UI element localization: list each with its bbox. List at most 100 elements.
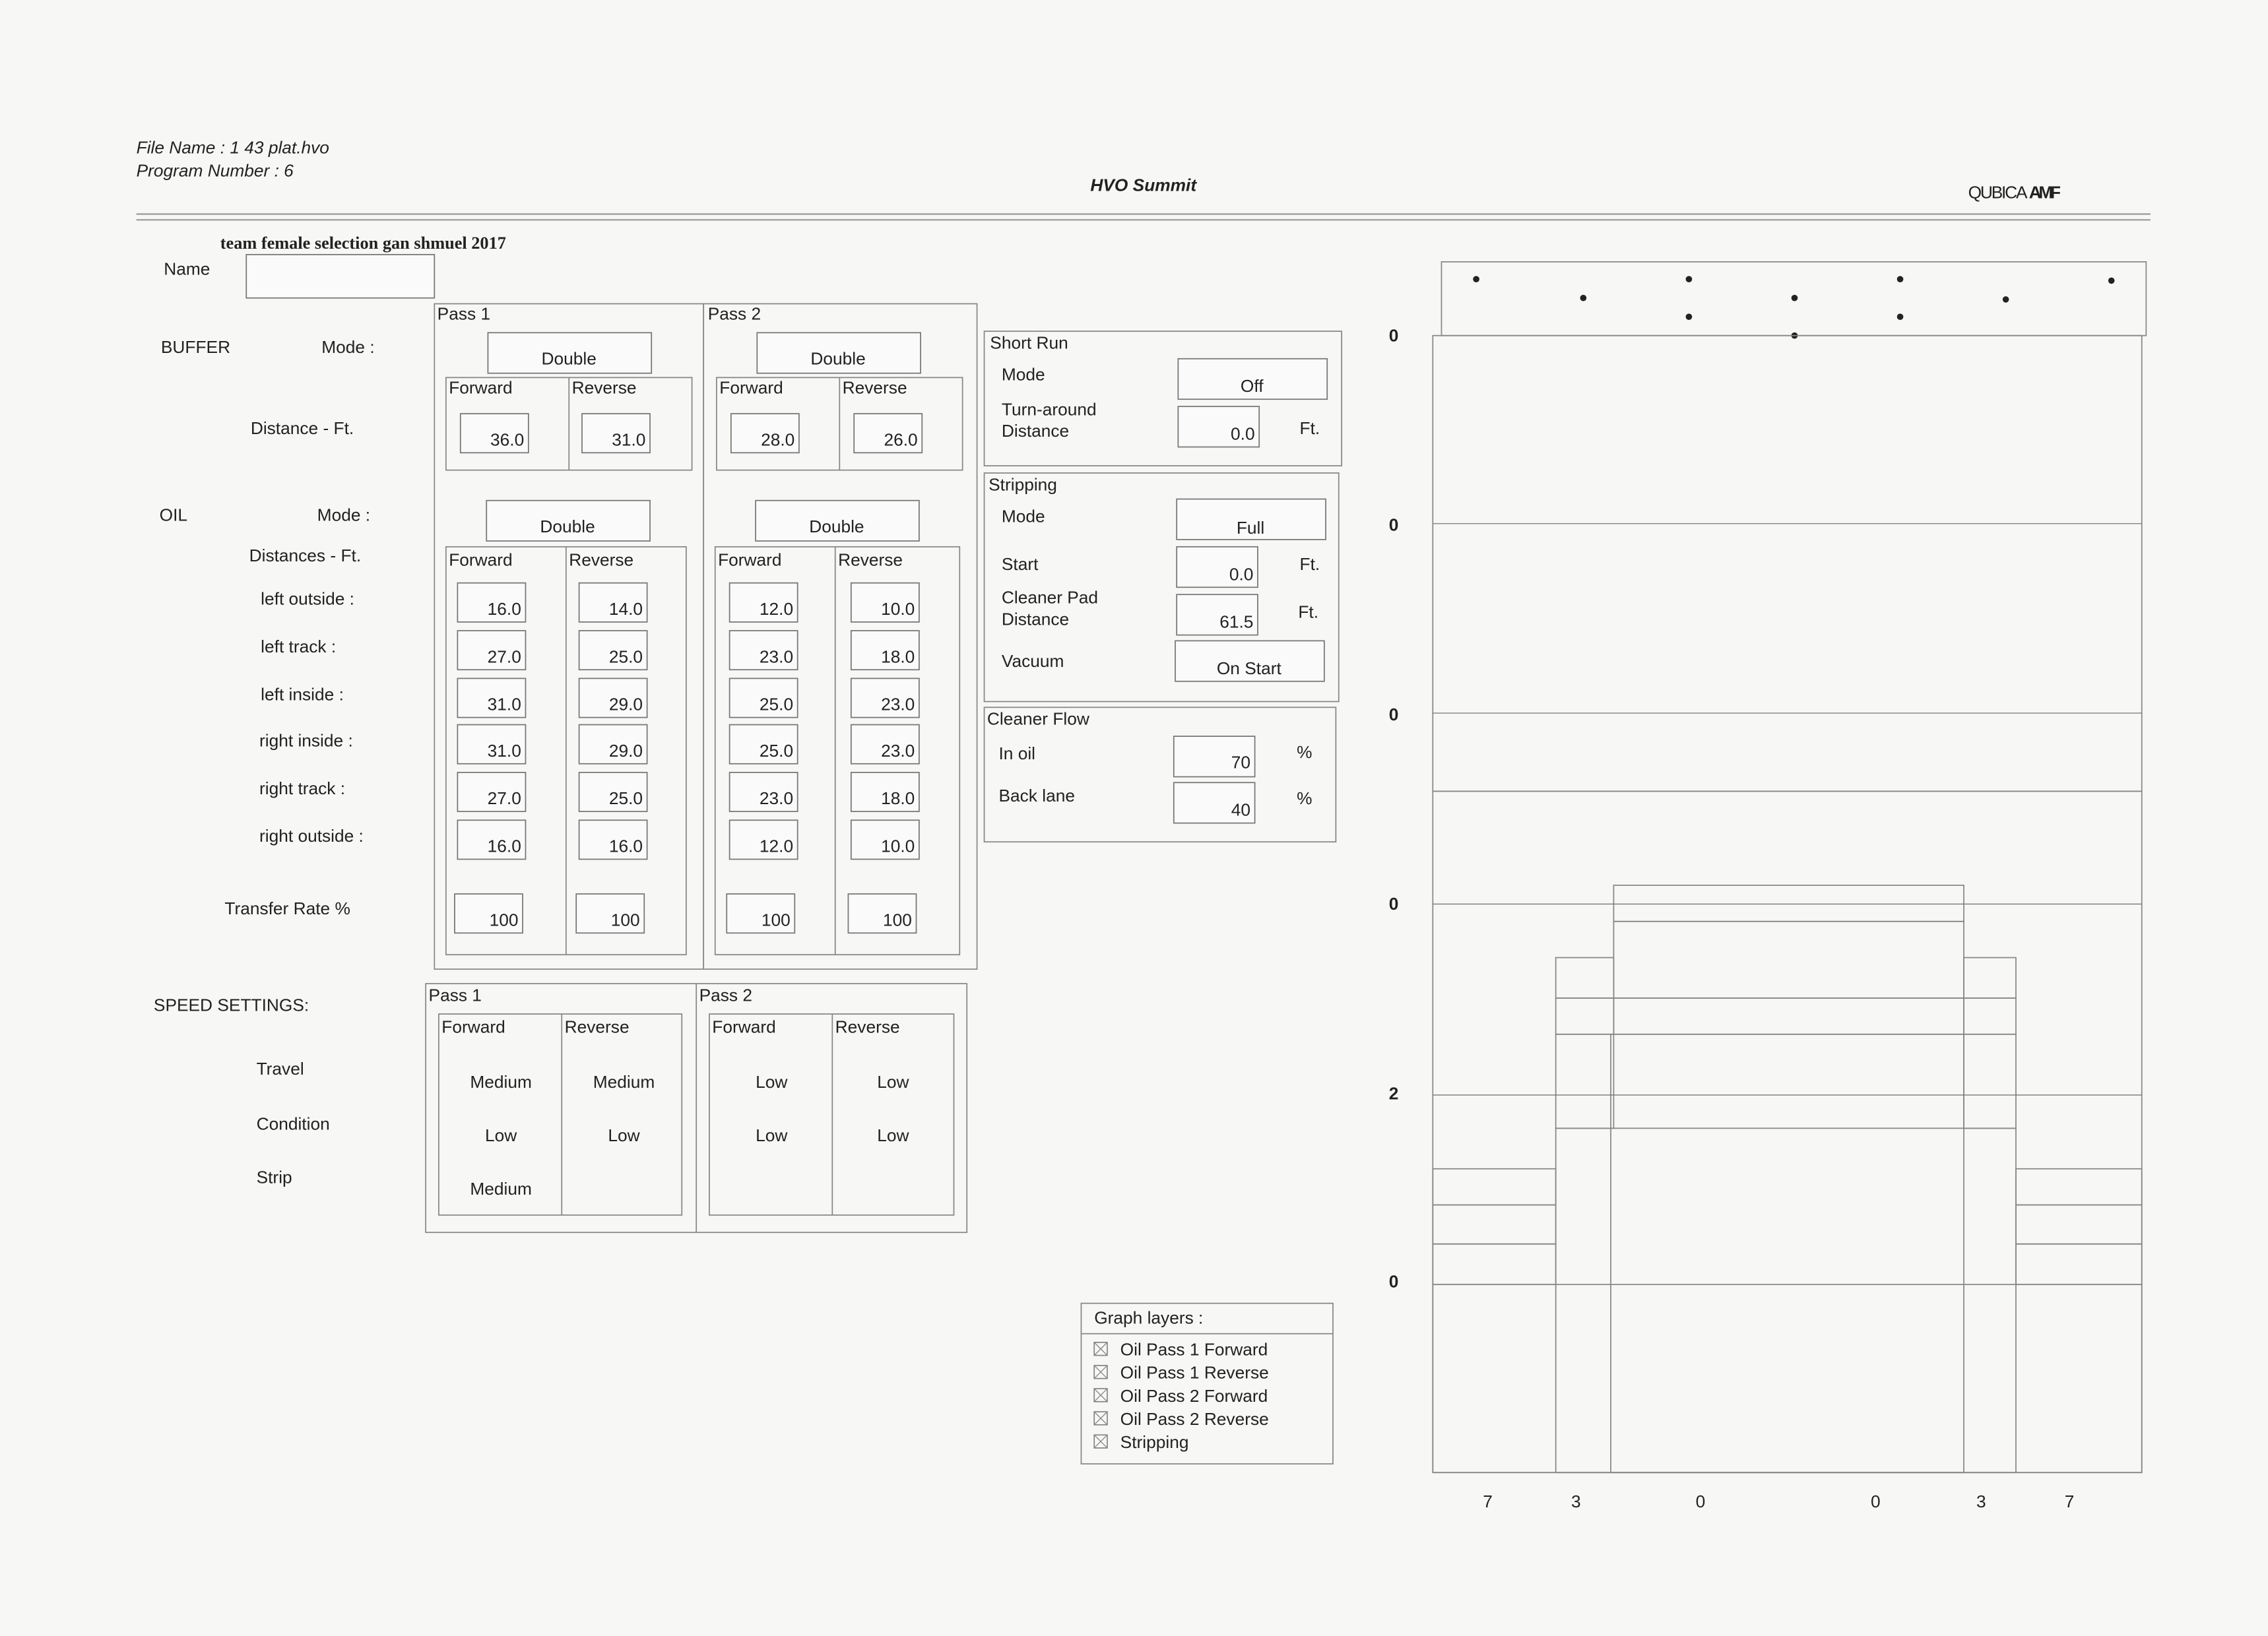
field-label: Mode [1002, 507, 1045, 526]
buffer-mode: Double [810, 349, 865, 369]
transfer-rate: 100 [883, 910, 912, 929]
direction-label: Forward [449, 377, 512, 397]
speed-row-label: Condition [257, 1114, 330, 1134]
oil-distance-field [578, 724, 648, 765]
check-mark [1093, 1411, 1108, 1426]
oil-mode: Double [809, 517, 864, 536]
unit: % [1297, 788, 1312, 808]
speed-row-label: Travel [257, 1059, 304, 1079]
oil-distance-field [457, 724, 527, 765]
check-mark [1093, 1365, 1108, 1379]
graph-layer-item: Oil Pass 2 Reverse [1120, 1409, 1269, 1429]
speed-setting: Medium [470, 1179, 532, 1199]
field-label: Back lane [998, 786, 1075, 805]
oil-distance: 18.0 [881, 788, 915, 808]
field-value: 61.5 [1219, 612, 1253, 632]
oil-distance: 18.0 [881, 646, 915, 666]
pass-label: Pass 2 [708, 304, 761, 324]
oil-row-label: left outside : [261, 589, 354, 609]
checkbox [1093, 1434, 1108, 1449]
field-label: Distance [1002, 609, 1069, 629]
speed-setting: Low [608, 1125, 640, 1145]
oil-distance: 16.0 [488, 599, 521, 619]
oil-distance: 25.0 [760, 695, 793, 714]
oil-distance-field [729, 772, 798, 813]
oil-distance: 23.0 [881, 695, 915, 714]
oil-distance-field [729, 724, 798, 765]
checkbox [1093, 1411, 1108, 1426]
oil-distance-field [729, 819, 798, 860]
arrow-dot [1896, 276, 1904, 283]
field [1176, 498, 1326, 540]
content: File Name : 1 43 plat.hvo Program Number … [136, 137, 2151, 1511]
field-label: Mode [1002, 365, 1045, 385]
arrow-dot [1580, 294, 1587, 301]
buffer-mode: Double [542, 349, 597, 369]
oil-distance-field [457, 772, 527, 813]
checkbox [1093, 1365, 1108, 1379]
short-run-box [983, 330, 1343, 466]
oil-mode: Double [540, 517, 595, 536]
transfer-rate-label: Transfer Rate % [224, 898, 350, 918]
field-value: 40 [1231, 800, 1250, 820]
oil-distance-field [578, 772, 648, 813]
oil-distance: 23.0 [760, 646, 793, 666]
direction-label: Reverse [835, 1017, 900, 1037]
oil-distance: 29.0 [609, 741, 643, 761]
field-value: 70 [1231, 752, 1250, 772]
oil-distance-field [578, 582, 648, 623]
section-title: Cleaner Flow [987, 709, 1090, 729]
oil-distance: 14.0 [609, 599, 643, 619]
graph-y-label: 0 [1389, 894, 1399, 914]
oil-distance: 31.0 [488, 741, 521, 761]
check-mark [1093, 1388, 1108, 1402]
transfer-rate-field [847, 893, 917, 934]
graph-y-label: 0 [1389, 515, 1399, 535]
graph-layer-item: Oil Pass 1 Forward [1120, 1340, 1268, 1360]
check-mark [1093, 1434, 1108, 1449]
oil-distance-field [457, 582, 527, 623]
field-label: Cleaner Pad [1002, 587, 1098, 607]
field [1175, 640, 1325, 682]
field [1173, 736, 1256, 778]
oil-distance: 16.0 [488, 836, 521, 856]
oil-distance: 27.0 [488, 788, 521, 808]
file-name: File Name : 1 43 plat.hvo [137, 137, 329, 157]
logo-right: AMF [2029, 182, 2061, 202]
check-mark [1093, 1342, 1108, 1356]
stripping-box [983, 472, 1340, 703]
oil-distance-field [729, 582, 798, 623]
buffer-mode-field [756, 332, 921, 374]
oil-distance: 12.0 [760, 836, 793, 856]
graph-x-label: 7 [2065, 1492, 2075, 1511]
speed-inner-box [709, 1013, 955, 1216]
arrow-dot [1685, 276, 1693, 283]
field-value: 0.0 [1229, 564, 1254, 584]
logo-left: QUBICA [1968, 182, 2028, 202]
direction-label: Reverse [569, 550, 633, 569]
buffer-label: BUFFER [161, 337, 230, 357]
oil-distance-field [850, 630, 920, 671]
arrow-dot [2002, 296, 2009, 303]
graph-y-label: 2 [1389, 1083, 1399, 1103]
oil-distance: 31.0 [488, 695, 521, 714]
pass-label: Pass 2 [699, 985, 752, 1005]
unit: % [1297, 742, 1312, 762]
program-number: Program Number : 6 [137, 161, 294, 181]
direction-label: Forward [719, 377, 783, 397]
speed-row-label: Strip [257, 1168, 292, 1187]
section-title: Short Run [990, 332, 1068, 352]
field-label: In oil [998, 743, 1035, 763]
pass-label: Pass 1 [437, 304, 490, 324]
direction-label: Forward [718, 550, 781, 569]
field-value: On Start [1217, 658, 1282, 678]
graph-y-label: 0 [1389, 1272, 1399, 1292]
graph-layer-item: Oil Pass 1 Reverse [1120, 1363, 1269, 1383]
oil-distance: 23.0 [760, 788, 793, 808]
speed-setting: Medium [470, 1072, 532, 1092]
speed-setting: Low [877, 1125, 909, 1145]
field-value: 0.0 [1231, 424, 1255, 444]
graph-layers-title: Graph layers : [1094, 1307, 1203, 1327]
field [1176, 546, 1258, 588]
